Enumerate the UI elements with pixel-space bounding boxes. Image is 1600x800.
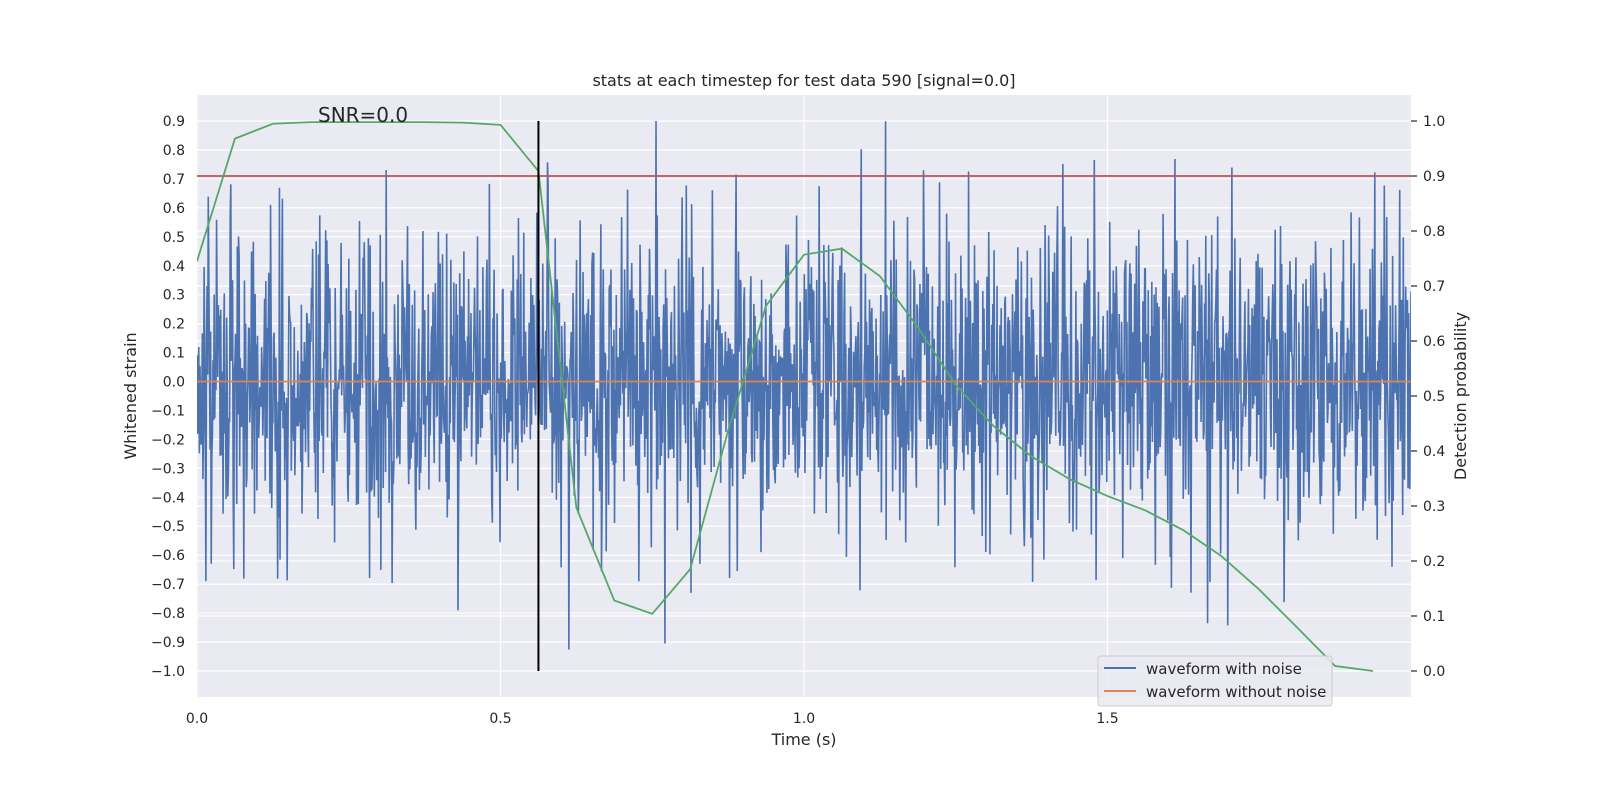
y-right-tick-label: 0.8	[1423, 224, 1445, 240]
legend-box	[1097, 655, 1333, 707]
legend-label-noise: waveform with noise	[1146, 660, 1302, 678]
y-right-tick-label: 0.2	[1423, 554, 1445, 570]
y-right-tick-label: 1.0	[1423, 114, 1445, 130]
y-right-tick-label: 0.1	[1423, 609, 1445, 625]
y-tick-label: −0.8	[151, 606, 185, 622]
y-tick-label: 0.5	[163, 230, 185, 246]
x-tick-label: 1.5	[1096, 711, 1118, 727]
y-tick-label: −0.1	[151, 403, 185, 419]
x-axis-label: Time (s)	[770, 730, 836, 749]
y-right-tick-label: 0.3	[1423, 499, 1445, 515]
y-tick-label: 0.8	[163, 143, 185, 159]
chart-title: stats at each timestep for test data 590…	[592, 71, 1015, 90]
y-right-tick-label: 0.7	[1423, 279, 1445, 295]
y-tick-label: 0.0	[163, 375, 185, 391]
x-tick-label: 0.5	[489, 711, 511, 727]
y-axis-right-label: Detection probability	[1451, 312, 1470, 480]
y-right-tick-label: 0.9	[1423, 169, 1445, 185]
y-axis-label: Whitened strain	[121, 332, 140, 459]
y-tick-label: 0.7	[163, 172, 185, 188]
y-tick-label: 0.3	[163, 288, 185, 304]
y-tick-label: 0.9	[163, 114, 185, 130]
y-right-tick-label: 0.5	[1423, 389, 1445, 405]
y-tick-label: 0.6	[163, 201, 185, 217]
y-tick-label: 0.4	[163, 259, 185, 275]
plot-content	[197, 121, 1411, 672]
y-tick-label: 0.2	[163, 317, 185, 333]
y-tick-label: −0.4	[151, 490, 185, 506]
y-tick-label: −0.5	[151, 519, 185, 535]
y-tick-label: −0.6	[151, 548, 185, 564]
y-tick-label: 0.1	[163, 346, 185, 362]
detection-probability-line	[197, 121, 1374, 672]
axes: 0.0 0.5 1.0 1.5 0.9 0.8 0.7 0.6 0.5 0.4 0.3 0.2 0.1 0…	[151, 114, 1445, 727]
x-tick-label: 0.0	[186, 711, 208, 727]
y-tick-label: −0.7	[151, 577, 185, 593]
noisy-waveform-line	[197, 121, 1411, 650]
y-tick-label: −1.0	[151, 664, 185, 680]
snr-annotation: SNR=0.0	[318, 103, 408, 127]
legend-label-clean: waveform without noise	[1146, 683, 1326, 701]
legend: waveform with noise waveform without noi…	[1097, 655, 1333, 707]
y-tick-label: −0.9	[151, 635, 185, 651]
y-tick-label: −0.3	[151, 461, 185, 477]
y-tick-label: −0.2	[151, 432, 185, 448]
x-tick-label: 1.0	[793, 711, 815, 727]
y-right-tick-label: 0.6	[1423, 334, 1445, 350]
y-right-tick-label: 0.4	[1423, 444, 1445, 460]
y-right-tick-label: 0.0	[1423, 664, 1445, 680]
